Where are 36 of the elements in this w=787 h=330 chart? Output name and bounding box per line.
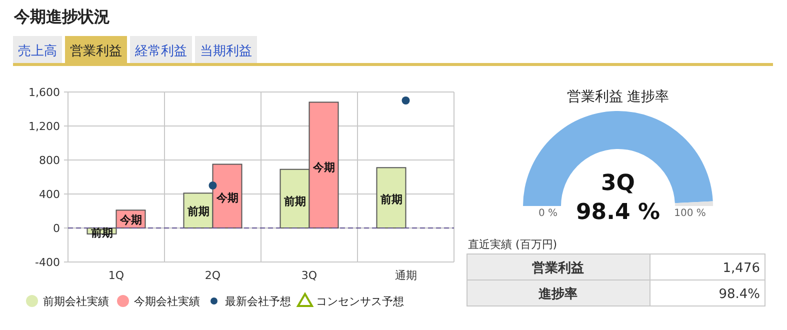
annotation: 前期 (379, 193, 402, 206)
y-tick-label: 400 (39, 188, 60, 201)
text: 3Q (600, 171, 636, 196)
x-tick-label: 2Q (204, 269, 221, 282)
text: 今期進捗状況 (13, 7, 110, 26)
legend-label: 今期会社実績 (134, 295, 200, 308)
text: 進捗率 (538, 286, 578, 302)
y-tick-label: 1,200 (28, 120, 60, 133)
annotation: 今期 (312, 160, 335, 174)
y-tick-label: 1,600 (28, 86, 60, 99)
annotation: 前期 (282, 194, 306, 208)
y-tick-label: 800 (39, 154, 60, 167)
annotation: 今期 (215, 191, 238, 204)
legend-label: コンセンサス予想 (316, 295, 404, 308)
x-tick-label: 1Q (108, 269, 124, 282)
x-tick-label: 3Q (301, 269, 318, 282)
x-tick-label: 通期 (394, 269, 417, 282)
bar (376, 167, 406, 228)
legend-label: 最新会社予想 (225, 295, 291, 308)
text: 当期利益 (200, 44, 252, 59)
text: 98.4 % (576, 200, 660, 225)
legend-label: 前期会社実績 (43, 295, 109, 308)
text: 売上高 (18, 43, 57, 59)
text: 直近実績 (百万円) (468, 238, 558, 251)
annotation: 前期 (186, 205, 210, 218)
chart-title: 営業利益 進捗率 (566, 89, 670, 105)
text: 100 % (674, 208, 706, 219)
text: 経常利益 (134, 44, 187, 59)
text: 0 % (538, 208, 558, 219)
y-tick-label: -400 (35, 256, 60, 269)
y-tick-label: 0 (53, 222, 60, 235)
text: 営業利益 (70, 44, 122, 59)
text: 1,476 (722, 261, 760, 276)
annotation: 今期 (118, 214, 142, 226)
text: 98.4% (718, 287, 760, 302)
text: 営業利益 (532, 260, 584, 276)
